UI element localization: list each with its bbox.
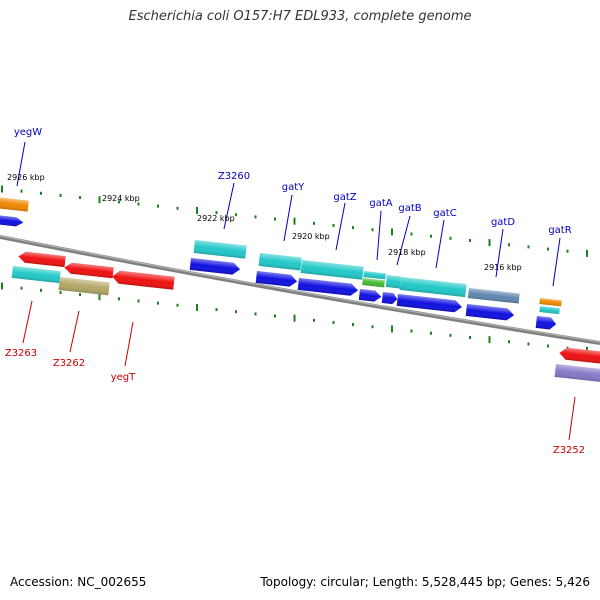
map-title: Escherichia coli O157:H7 EDL933, complet… — [128, 9, 472, 24]
Z3252-gene-bar — [554, 364, 600, 383]
Z3262-cds-arrow — [64, 262, 114, 279]
yegT-cds-arrow — [112, 270, 175, 290]
gene-label-Z3262: Z3262 — [53, 358, 85, 369]
accession-label: Accession: NC_002655 — [10, 575, 147, 589]
Z3260-leader — [223, 182, 235, 230]
gatZ-cds-arrow — [297, 278, 358, 296]
scale-label-0: 2926 kbp — [7, 173, 45, 182]
scale-label-4: 2918 kbp — [388, 248, 426, 257]
gatY-leader — [283, 194, 293, 242]
genome-summary: Topology: circular; Length: 5,528,445 bp… — [260, 575, 590, 589]
gatR-gene-strip — [539, 306, 560, 315]
gatA-gene-bar-top — [363, 271, 386, 280]
gene-label-Z3252: Z3252 — [553, 445, 585, 456]
Z3252-cds-arrow — [559, 347, 600, 365]
gatZ-leader — [335, 202, 346, 251]
yegT-leader — [124, 321, 134, 367]
gatZ-gene-bar — [300, 260, 364, 280]
scale-label-2: 2922 kbp — [197, 214, 235, 223]
scale-label-5: 2916 kbp — [484, 263, 522, 272]
Z3262-gene-bar — [58, 277, 110, 296]
scale-labels: 2926 kbp 2924 kbp 2922 kbp 2920 kbp 2918 kbp… — [7, 173, 522, 272]
genome-backbone — [0, 235, 600, 345]
gatA-gene-bar — [362, 278, 385, 288]
yegW-leader — [16, 141, 26, 187]
gatC-cds-arrow — [396, 294, 462, 313]
gatB-leader — [396, 215, 411, 266]
gene-features — [0, 197, 600, 383]
gatD-leader — [495, 228, 504, 278]
gatD-cds-arrow — [465, 304, 515, 321]
gene-label-gatD: gatD — [491, 217, 515, 228]
gene-label-gatB: gatB — [398, 203, 421, 214]
gene-label-gatC: gatC — [433, 208, 456, 219]
gatD-gene-bar — [467, 288, 520, 304]
Z3263-leader — [22, 300, 33, 344]
gene-label-yegW: yegW — [14, 127, 42, 138]
gatC-gene-bar — [399, 277, 467, 298]
yegW-cds-arrow — [0, 215, 24, 227]
gene-label-gatA: gatA — [369, 198, 392, 209]
gatY-cds-arrow — [255, 271, 298, 287]
gatC-leader — [435, 219, 445, 269]
yegW-gene-bar — [0, 197, 29, 212]
gene-label-gatZ: gatZ — [333, 192, 356, 203]
gatB-cds-arrow — [381, 292, 398, 305]
gene-label-yegT: yegT — [111, 372, 136, 383]
genome-backbone-highlight — [0, 235, 600, 343]
gatA-cds-arrow — [358, 289, 382, 302]
Z3263-gene-bar — [11, 266, 61, 284]
scale-label-1: 2924 kbp — [102, 194, 140, 203]
Z3252-leader — [568, 396, 576, 441]
label-leaders — [16, 141, 576, 441]
gatA-leader — [376, 210, 382, 261]
gene-label-Z3263: Z3263 — [5, 348, 37, 359]
gatR-gene-bar — [539, 298, 562, 307]
gene-labels: yegW Z3260 gatY gatZ gatA gatB gatC gatD gatR Z32… — [5, 127, 585, 456]
gatR-cds-arrow — [535, 316, 557, 330]
gene-label-gatY: gatY — [282, 182, 305, 193]
gene-label-Z3260: Z3260 — [218, 171, 250, 182]
gatB-gene-bar — [385, 275, 401, 289]
Z3263-cds-arrow — [18, 251, 66, 268]
gene-label-gatR: gatR — [548, 225, 571, 236]
Z3260-cds-arrow — [189, 258, 241, 275]
scale-label-3: 2920 kbp — [292, 232, 330, 241]
Z3262-leader — [69, 310, 80, 353]
Z3260-gene-bar — [193, 240, 247, 259]
gatY-gene-bar — [258, 253, 302, 271]
gatR-leader — [552, 237, 561, 287]
